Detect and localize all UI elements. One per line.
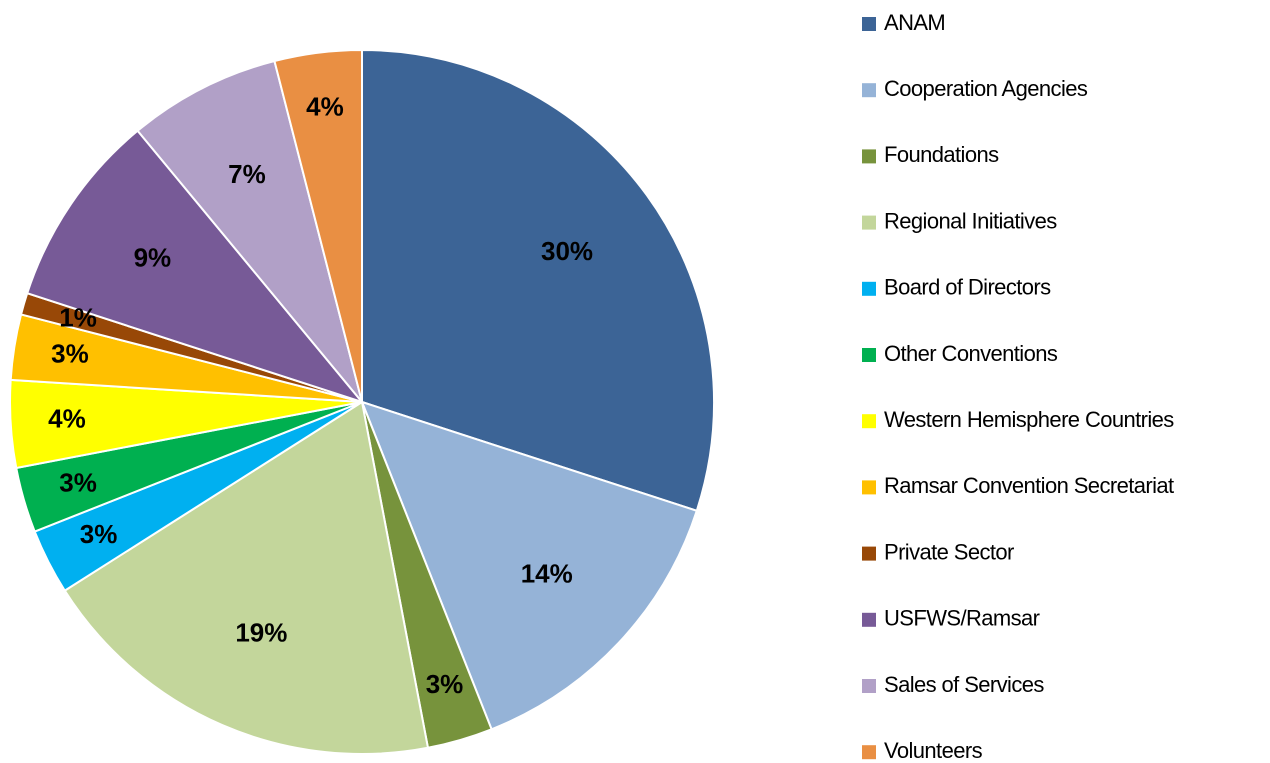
legend-label: ANAM xyxy=(884,10,945,35)
data-label: 1% xyxy=(59,302,97,332)
pie-slice xyxy=(273,48,363,403)
legend-swatch xyxy=(862,215,876,230)
legend-label: Regional Initiatives xyxy=(884,208,1057,233)
legend-label: Foundations xyxy=(884,142,999,167)
legend-label: USFWS/Ramsar xyxy=(884,606,1040,631)
pie-slice xyxy=(63,400,430,755)
data-label: 4% xyxy=(48,403,86,433)
data-label: 3% xyxy=(51,339,89,369)
legend-swatch xyxy=(862,745,876,760)
data-label: 3% xyxy=(426,669,464,699)
legend-swatch xyxy=(862,149,876,164)
legend-label: Western Hemisphere Countries xyxy=(884,407,1174,432)
legend-swatch xyxy=(862,281,876,296)
data-label: 4% xyxy=(306,92,344,122)
legend-label: Board of Directors xyxy=(884,275,1051,300)
legend-swatch xyxy=(862,480,876,495)
data-label: 7% xyxy=(228,159,266,189)
legend-label: Ramsar Convention Secretariat xyxy=(884,473,1174,498)
legend-swatch xyxy=(862,612,876,627)
legend-label: Cooperation Agencies xyxy=(884,76,1088,101)
data-label: 3% xyxy=(80,519,118,549)
legend-swatch xyxy=(862,414,876,429)
legend-swatch xyxy=(862,679,876,693)
data-label: 19% xyxy=(235,617,287,647)
data-label: 9% xyxy=(134,242,172,272)
pie-slice xyxy=(360,400,699,731)
legend-swatch xyxy=(862,17,876,31)
legend-label: Other Conventions xyxy=(884,341,1058,366)
legend-label: Private Sector xyxy=(884,539,1014,564)
legend-swatch xyxy=(862,546,876,561)
legend-label: Volunteers xyxy=(884,738,983,763)
pie-slice xyxy=(136,59,363,403)
data-label: 3% xyxy=(59,467,97,497)
pie-slice xyxy=(25,129,365,405)
data-label: 14% xyxy=(521,558,573,588)
legend-swatch xyxy=(862,83,876,98)
pie-slice xyxy=(361,48,715,513)
legend-label: Sales of Services xyxy=(884,672,1044,697)
legend-swatch xyxy=(862,348,876,362)
data-label: 30% xyxy=(541,236,593,266)
